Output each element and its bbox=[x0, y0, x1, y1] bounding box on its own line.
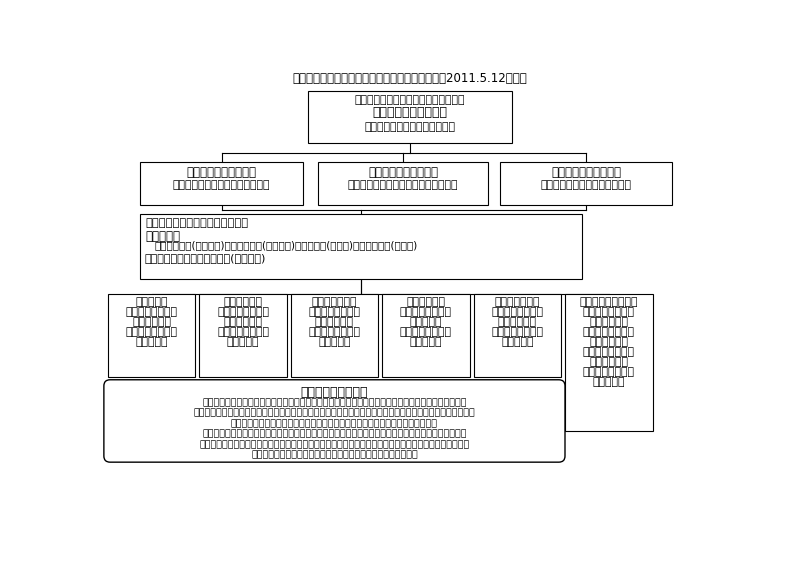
Text: （全日ろう）: （全日ろう） bbox=[315, 318, 354, 327]
Text: 【副】田中　　清: 【副】田中 清 bbox=[582, 367, 634, 378]
Text: （全日本ろうあ連盟　副理事長）: （全日本ろうあ連盟 副理事長） bbox=[173, 181, 270, 190]
Text: 【実】稲川　和彦: 【実】稲川 和彦 bbox=[582, 307, 634, 318]
Text: 【副】橋本　博行: 【副】橋本 博行 bbox=[126, 327, 178, 337]
FancyBboxPatch shape bbox=[140, 162, 303, 205]
Text: 事務副総括: 事務副総括 bbox=[145, 230, 180, 243]
Text: （全日本ろうあ連盟　理事長）: （全日本ろうあ連盟 理事長） bbox=[365, 122, 455, 132]
FancyBboxPatch shape bbox=[318, 162, 488, 205]
Text: 【副】中原　啓子: 【副】中原 啓子 bbox=[309, 327, 361, 337]
Text: 事務総括　久松三二（全日ろう）: 事務総括 久松三二（全日ろう） bbox=[145, 218, 248, 228]
Text: （全通研）: （全通研） bbox=[410, 337, 442, 348]
Text: 【実】河原　雅浩: 【実】河原 雅浩 bbox=[491, 307, 543, 318]
FancyBboxPatch shape bbox=[104, 380, 565, 462]
Text: 【副】小海　秀純: 【副】小海 秀純 bbox=[582, 327, 634, 337]
Text: ろう者支援担当: ろう者支援担当 bbox=[312, 297, 357, 307]
Text: 副本部長　石川　芳郎: 副本部長 石川 芳郎 bbox=[368, 166, 438, 179]
Text: 【副】近藤　幸一: 【副】近藤 幸一 bbox=[491, 327, 543, 337]
Text: （全通研）: （全通研） bbox=[410, 318, 442, 327]
Text: 全国聴覚障害者教職員協議会／日本聴覚障害者ソーシャルワーカー協会／社会福祉法人全国手話研修センター: 全国聴覚障害者教職員協議会／日本聴覚障害者ソーシャルワーカー協会／社会福祉法人全… bbox=[194, 409, 475, 418]
Text: 特定非営利活動法人全国聴覚障害者情報提供施設協議会／特定非営利活動法人ＣＳ障害者放送統一機構: 特定非営利活動法人全国聴覚障害者情報提供施設協議会／特定非営利活動法人ＣＳ障害者… bbox=[202, 398, 466, 408]
Text: 情報・広報担当: 情報・広報担当 bbox=[494, 297, 540, 307]
Text: 全国ろう重複障害者施設連絡協議会／全国高齢聴覚障害者福祉施設協議会／全国盲ろう難聴児施設協議会: 全国ろう重複障害者施設連絡協議会／全国高齢聴覚障害者福祉施設協議会／全国盲ろう難… bbox=[199, 440, 470, 449]
Text: （全日ろう）: （全日ろう） bbox=[590, 337, 628, 348]
Text: 医療・メンタル担当: 医療・メンタル担当 bbox=[579, 297, 638, 307]
Text: 社団法人全日本難聴者・中途失聴者団体連合会／全国ろうあヘルパー連絡協議会: 社団法人全日本難聴者・中途失聴者団体連合会／全国ろうあヘルパー連絡協議会 bbox=[231, 419, 438, 428]
Text: 【実】小椋　武夫: 【実】小椋 武夫 bbox=[126, 307, 178, 318]
FancyBboxPatch shape bbox=[140, 214, 582, 279]
Text: （全通研）: （全通研） bbox=[318, 337, 350, 348]
Text: （全日ろう）: （全日ろう） bbox=[223, 318, 262, 327]
Text: 手話通訳担当: 手話通訳担当 bbox=[406, 297, 446, 307]
Text: 副本部長　小椋　英子: 副本部長 小椋 英子 bbox=[551, 166, 621, 179]
FancyBboxPatch shape bbox=[308, 91, 512, 143]
Text: （全日ろう）: （全日ろう） bbox=[590, 358, 628, 367]
FancyBboxPatch shape bbox=[199, 294, 286, 377]
Text: 東日本大震災聴覚障害者救援中央本部組織図　（2011.5.12現在）: 東日本大震災聴覚障害者救援中央本部組織図 （2011.5.12現在） bbox=[293, 72, 527, 85]
Text: 【副】竹内　恵子: 【副】竹内 恵子 bbox=[217, 327, 269, 337]
Text: 【副】江原こう平: 【副】江原こう平 bbox=[400, 327, 452, 337]
Text: 会計担当　【実】長谷川芳弘(全日ろう): 会計担当 【実】長谷川芳弘(全日ろう) bbox=[145, 254, 266, 264]
FancyBboxPatch shape bbox=[474, 294, 561, 377]
Text: 【実】宮本　一郎: 【実】宮本 一郎 bbox=[309, 307, 361, 318]
Text: 全国ろう学校長会／特定非営利活動法人全国要約筆記問題研究会: 全国ろう学校長会／特定非営利活動法人全国要約筆記問題研究会 bbox=[251, 450, 418, 459]
Text: （全通研）: （全通研） bbox=[135, 337, 168, 348]
Text: 副本部長　小中　栄一: 副本部長 小中 栄一 bbox=[186, 166, 257, 179]
Text: 聴覚障害者の医療に関心をもつ医療関係者のネットワーク／日本財団／社会福祉法人全国盲ろう者協会: 聴覚障害者の医療に関心をもつ医療関係者のネットワーク／日本財団／社会福祉法人全国… bbox=[202, 430, 466, 439]
Text: 中村　懐策(全日ろう)・小出真一郎(全日ろう)・伊藤　正(全通研)・新中理恵子(士協会): 中村 懐策(全日ろう)・小出真一郎(全日ろう)・伊藤 正(全通研)・新中理恵子(… bbox=[154, 241, 418, 250]
Text: （全国手話通訳問題研究会　副会長）: （全国手話通訳問題研究会 副会長） bbox=[348, 181, 458, 190]
FancyBboxPatch shape bbox=[565, 294, 653, 431]
Text: 義援金担当: 義援金担当 bbox=[135, 297, 168, 307]
Text: 本部長　石野富志三郎: 本部長 石野富志三郎 bbox=[373, 106, 447, 119]
Text: 【実】浅井　貞子: 【実】浅井 貞子 bbox=[400, 307, 452, 318]
Text: （士協会）: （士協会） bbox=[593, 378, 625, 388]
Text: （全日ろう）: （全日ろう） bbox=[590, 318, 628, 327]
FancyBboxPatch shape bbox=[382, 294, 470, 377]
Text: （全通研）: （全通研） bbox=[501, 337, 534, 348]
Text: （全日ろう）: （全日ろう） bbox=[132, 318, 171, 327]
Text: （全通研）: （全通研） bbox=[226, 337, 259, 348]
FancyBboxPatch shape bbox=[500, 162, 672, 205]
FancyBboxPatch shape bbox=[290, 294, 378, 377]
Text: 物資支援担当: 物資支援担当 bbox=[223, 297, 262, 307]
Text: 東日本大震災聴覚障害者救援中央本部: 東日本大震災聴覚障害者救援中央本部 bbox=[354, 95, 466, 105]
Text: 協力団体（順不同）: 協力団体（順不同） bbox=[301, 386, 368, 399]
FancyBboxPatch shape bbox=[108, 294, 195, 377]
Text: 【実】吉原　孝治: 【実】吉原 孝治 bbox=[217, 307, 269, 318]
Text: 【副】矢野　耕二: 【副】矢野 耕二 bbox=[582, 348, 634, 358]
Text: （全日ろう）: （全日ろう） bbox=[498, 318, 537, 327]
Text: （日本手話通訳士協会　会長）: （日本手話通訳士協会 会長） bbox=[541, 181, 631, 190]
